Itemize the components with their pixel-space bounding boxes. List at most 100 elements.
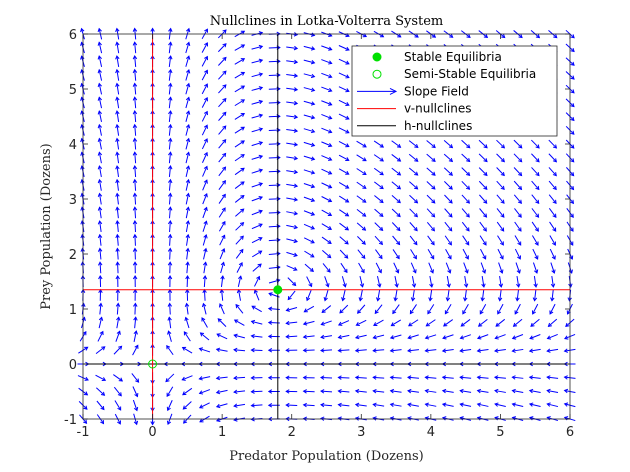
legend-label: Slope Field [404,84,469,98]
slope-arrow [461,194,471,204]
slope-arrow [480,289,485,302]
slope-arrow [373,154,384,162]
slope-arrow [219,234,226,246]
slope-arrow [302,389,315,394]
slope-arrow [463,262,469,274]
slope-arrow [115,220,120,233]
slope-arrow [459,402,472,407]
slope-arrow [168,123,173,136]
slope-arrow [495,318,506,327]
slope-arrow [533,275,538,288]
slope-arrow [515,262,521,274]
slope-arrow [514,208,522,218]
slope-arrow [321,209,333,217]
slope-arrow [338,86,350,93]
slope-arrow [338,154,350,162]
slope-arrow [321,127,333,134]
slope-arrow [97,137,103,150]
legend-label: Semi-Stable Equilibria [404,67,536,81]
slope-arrow [285,320,298,326]
slope-arrow [528,375,541,380]
slope-arrow [115,137,120,150]
slope-arrow [218,84,227,94]
slope-arrow [408,140,419,148]
slope-arrow [426,181,436,190]
slope-arrow [426,167,436,176]
slope-arrow [389,375,402,380]
slope-arrow [372,348,385,353]
slope-arrow [133,330,138,342]
slope-arrow [185,192,191,205]
slope-arrow [285,334,298,339]
slope-arrow [514,248,522,260]
slope-arrow [303,155,316,161]
slope-arrow [424,388,437,394]
slope-arrow [198,402,210,409]
slope-arrow [513,194,522,204]
slope-arrow [476,388,489,394]
slope-arrow [167,275,173,288]
slope-arrow [115,275,120,288]
slope-arrow [168,178,173,191]
slope-arrow [441,348,454,353]
slope-arrow [303,196,316,203]
slope-arrow [235,222,245,231]
slope-arrow [546,333,558,340]
slope-arrow [460,319,471,327]
slope-arrow [167,302,173,315]
slope-arrow [494,402,506,407]
slope-arrow [115,82,120,95]
slope-arrow [358,289,363,302]
slope-arrow [132,386,139,398]
slope-arrow [302,348,315,353]
slope-arrow [233,333,245,339]
slope-arrow [115,192,120,205]
slope-arrow [131,373,140,383]
slope-arrow [303,223,316,230]
slope-arrow [184,302,190,315]
slope-arrow [461,221,470,232]
slope-arrow [443,140,454,149]
slope-arrow [251,223,263,230]
legend-label: v-nullclines [404,102,472,116]
slope-arrow [480,248,487,260]
slope-arrow [251,250,263,258]
slope-arrow [356,168,367,176]
slope-arrow [321,100,333,106]
slope-arrow [303,114,316,120]
legend-swatch [372,69,382,79]
slope-arrow [409,208,418,218]
slope-arrow [443,167,453,176]
slope-arrow [303,100,316,106]
slope-arrow [113,345,123,355]
slope-arrow [338,99,350,106]
slope-arrow [251,168,264,174]
slope-arrow [546,388,559,394]
slope-arrow [185,82,191,95]
slope-arrow [407,375,419,380]
slope-arrow [132,151,138,164]
slope-arrow [531,167,540,177]
y-tick-label: 6 [69,28,77,43]
slope-arrow [392,304,400,315]
slope-arrow [496,194,505,204]
slope-arrow [181,346,193,354]
legend-swatch [357,87,398,95]
slope-arrow [340,262,348,274]
x-axis-label: Predator Population (Dozens) [229,449,423,464]
slope-arrow [374,195,384,204]
slope-arrow [394,276,399,288]
slope-arrow [217,318,227,327]
slope-arrow [181,375,193,381]
slope-arrow [391,208,401,218]
slope-arrow [480,262,487,274]
slope-arrow [287,290,296,301]
slope-arrow [479,194,488,204]
slope-arrow [166,344,174,356]
slope-arrow [286,59,299,65]
slope-arrow [234,85,246,93]
slope-arrow [531,208,540,218]
slope-arrow [251,209,263,216]
slope-arrow [115,247,120,260]
slope-arrow [338,58,350,65]
